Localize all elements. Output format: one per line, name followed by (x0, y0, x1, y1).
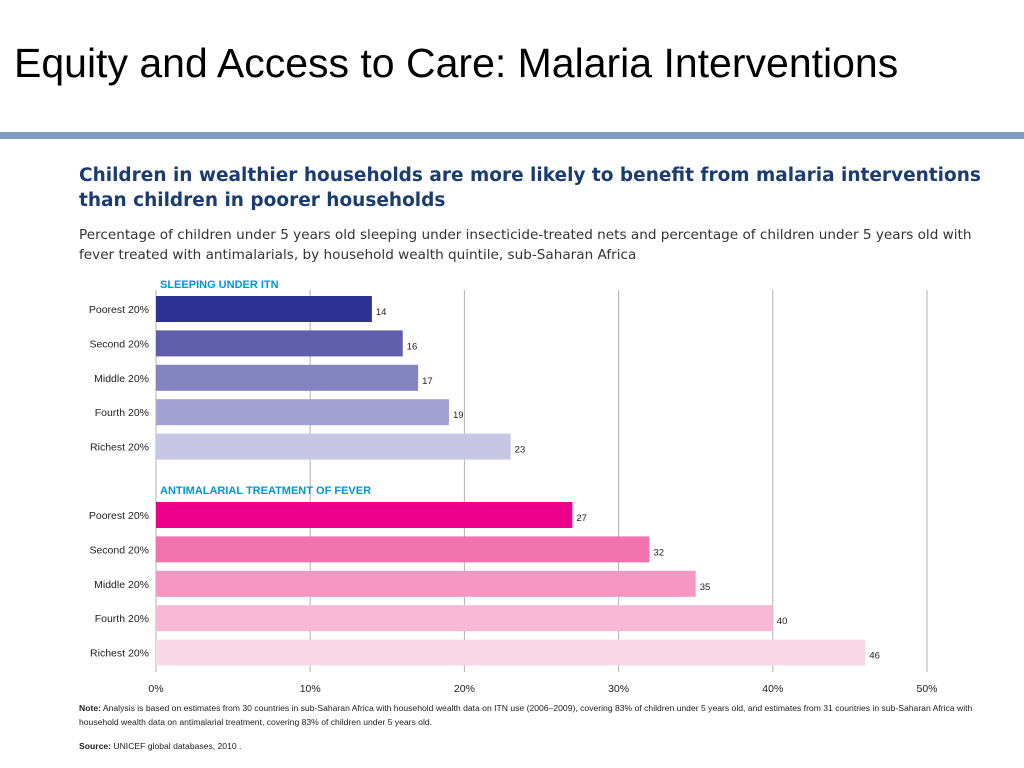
title-divider (0, 132, 1024, 139)
chart-subtitle: Percentage of children under 5 years old… (79, 227, 972, 263)
data-label: 46 (869, 651, 880, 662)
data-label: 17 (422, 376, 433, 387)
data-label: 19 (453, 410, 464, 421)
bar (156, 605, 773, 632)
data-label: 32 (653, 547, 664, 558)
category-label: Fourth 20% (95, 613, 149, 625)
data-label: 40 (777, 616, 788, 627)
note-label: Note: (79, 703, 101, 713)
tick-label: 40% (762, 683, 783, 695)
data-label: 23 (515, 445, 526, 456)
note-text: Analysis is based on estimates from 30 c… (79, 703, 973, 727)
bar (156, 433, 511, 460)
tick-label: 30% (608, 683, 629, 695)
source-label: Source: (79, 741, 111, 751)
tick-label: 20% (454, 683, 475, 695)
chart-source: Source: UNICEF global databases, 2010 . (79, 739, 979, 753)
data-label: 14 (376, 307, 387, 318)
bar (156, 364, 419, 391)
bar-chart: SLEEPING UNDER ITN Poorest 20% 14 Second 20… (89, 279, 938, 695)
category-label: Poorest 20% (89, 304, 149, 316)
bar (156, 399, 449, 426)
bar (156, 330, 403, 357)
category-label: Second 20% (89, 338, 149, 350)
category-label: Richest 20% (90, 648, 149, 660)
tick-label: 10% (300, 683, 321, 695)
bar (156, 296, 372, 322)
data-label: 35 (700, 582, 711, 593)
series-label: ANTIMALARIAL TREATMENT OF FEVER (160, 485, 371, 497)
slide-title: Equity and Access to Care: Malaria Inter… (14, 40, 899, 86)
category-label: Middle 20% (94, 373, 149, 385)
tick-label: 50% (916, 683, 937, 695)
category-label: Middle 20% (94, 579, 149, 591)
bar (156, 502, 573, 528)
category-label: Fourth 20% (95, 407, 149, 419)
category-label: Poorest 20% (89, 510, 149, 522)
chart-heading: Children in wealthier households are mor… (79, 165, 981, 211)
source-text: UNICEF global databases, 2010 . (113, 741, 242, 751)
bar (156, 639, 866, 666)
category-label: Richest 20% (90, 442, 149, 454)
tick-label: 0% (148, 683, 163, 695)
bar (156, 536, 650, 563)
data-label: 27 (576, 513, 587, 524)
category-label: Second 20% (89, 544, 149, 556)
bar (156, 570, 696, 597)
data-label: 16 (407, 341, 418, 352)
chart-note: Note: Analysis is based on estimates fro… (79, 701, 979, 729)
series-label: SLEEPING UNDER ITN (160, 279, 279, 291)
